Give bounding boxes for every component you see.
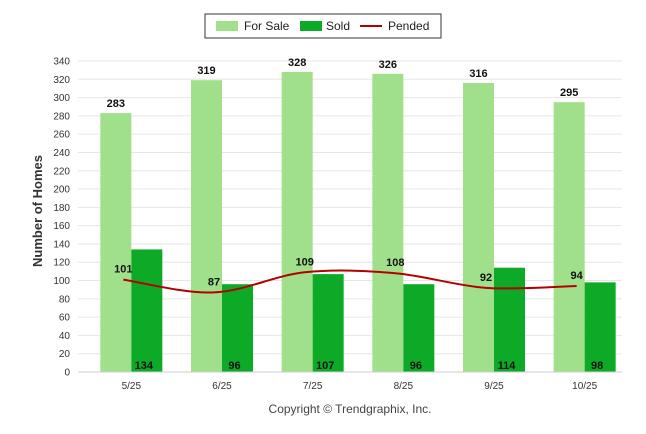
y-tick-label: 340 [53,57,70,68]
x-tick-label: 5/25 [122,381,142,392]
bar-for-sale [191,80,222,372]
sold-value-label: 134 [135,360,154,372]
sold-value-label: 98 [591,360,603,372]
for-sale-value-label: 316 [469,68,487,80]
y-tick-label: 160 [53,221,70,232]
y-tick-label: 0 [64,368,70,379]
x-axis-ticks: 5/25 6/25 7/25 8/25 9/25 10/25 [122,381,598,392]
y-tick-label: 200 [53,185,70,196]
y-tick-label: 120 [53,258,70,269]
pended-line-group [123,269,577,294]
for-sale-value-label: 326 [379,59,397,71]
legend-box [204,13,442,39]
bar-for-sale [100,113,132,372]
y-tick-label: 80 [59,294,71,305]
y-tick-label: 280 [53,111,70,122]
for-sale-value-label: 295 [560,87,578,99]
sold-value-label: 107 [316,360,334,372]
y-tick-label: 260 [53,130,70,141]
legend-swatch-sold [300,21,322,31]
legend-label-pended: Pended [388,19,429,33]
pended-value-label: 101 [114,264,132,276]
x-tick-label: 10/25 [572,381,597,392]
y-tick-label: 140 [53,239,70,250]
bar-for-sale [553,102,585,372]
bar-for-sale [372,73,404,373]
pended-line [123,269,577,294]
legend-swatch-for-sale [216,21,238,31]
sold-value-label: 96 [228,360,240,372]
for-sale-value-label: 328 [288,57,306,69]
y-tick-label: 20 [59,349,71,360]
legend: For Sale Sold Pended [204,13,442,39]
sold-value-label: 114 [498,360,517,372]
gridlines [78,60,622,373]
y-axis-title: Number of Homes [30,155,45,267]
x-tick-label: 6/25 [212,381,232,392]
legend-label-for-sale: For Sale [244,19,290,33]
bar-sold [131,249,163,372]
bar-for-sale [463,82,494,372]
for-sale-value-label: 319 [197,65,215,77]
y-tick-label: 100 [53,276,70,287]
pended-value-label: 108 [386,257,404,269]
pended-value-label: 109 [295,256,313,268]
data-labels: 283 134 319 96 328 107 326 96 316 114 295 98 101 87 10… [107,57,604,372]
for-sale-value-label: 283 [107,98,125,110]
y-tick-label: 300 [53,93,70,104]
copyright-text: Copyright © Trendgraphix, Inc. [269,402,432,416]
y-tick-label: 220 [53,166,70,177]
pended-value-label: 87 [208,276,220,288]
bar-for-sale [281,71,313,372]
y-tick-label: 60 [59,313,71,324]
bar-sold [584,282,616,372]
x-tick-label: 8/25 [394,381,414,392]
bar-sold [494,267,525,372]
sold-value-label: 96 [410,360,422,372]
x-tick-label: 7/25 [303,381,323,392]
y-tick-label: 320 [53,75,70,86]
x-tick-label: 9/25 [484,381,504,392]
bar-sold [403,284,435,372]
bar-sold [312,274,344,372]
y-tick-label: 40 [59,331,71,342]
y-axis-ticks: 0 20 40 60 80 100 120 140 160 180 200 220 240 260 280 3… [53,57,70,379]
bars [100,71,616,373]
pended-value-label: 92 [480,272,492,284]
y-tick-label: 180 [53,203,70,214]
bar-sold [222,284,253,372]
legend-label-sold: Sold [326,19,350,33]
y-tick-label: 240 [53,148,70,159]
pended-value-label: 94 [571,270,584,282]
